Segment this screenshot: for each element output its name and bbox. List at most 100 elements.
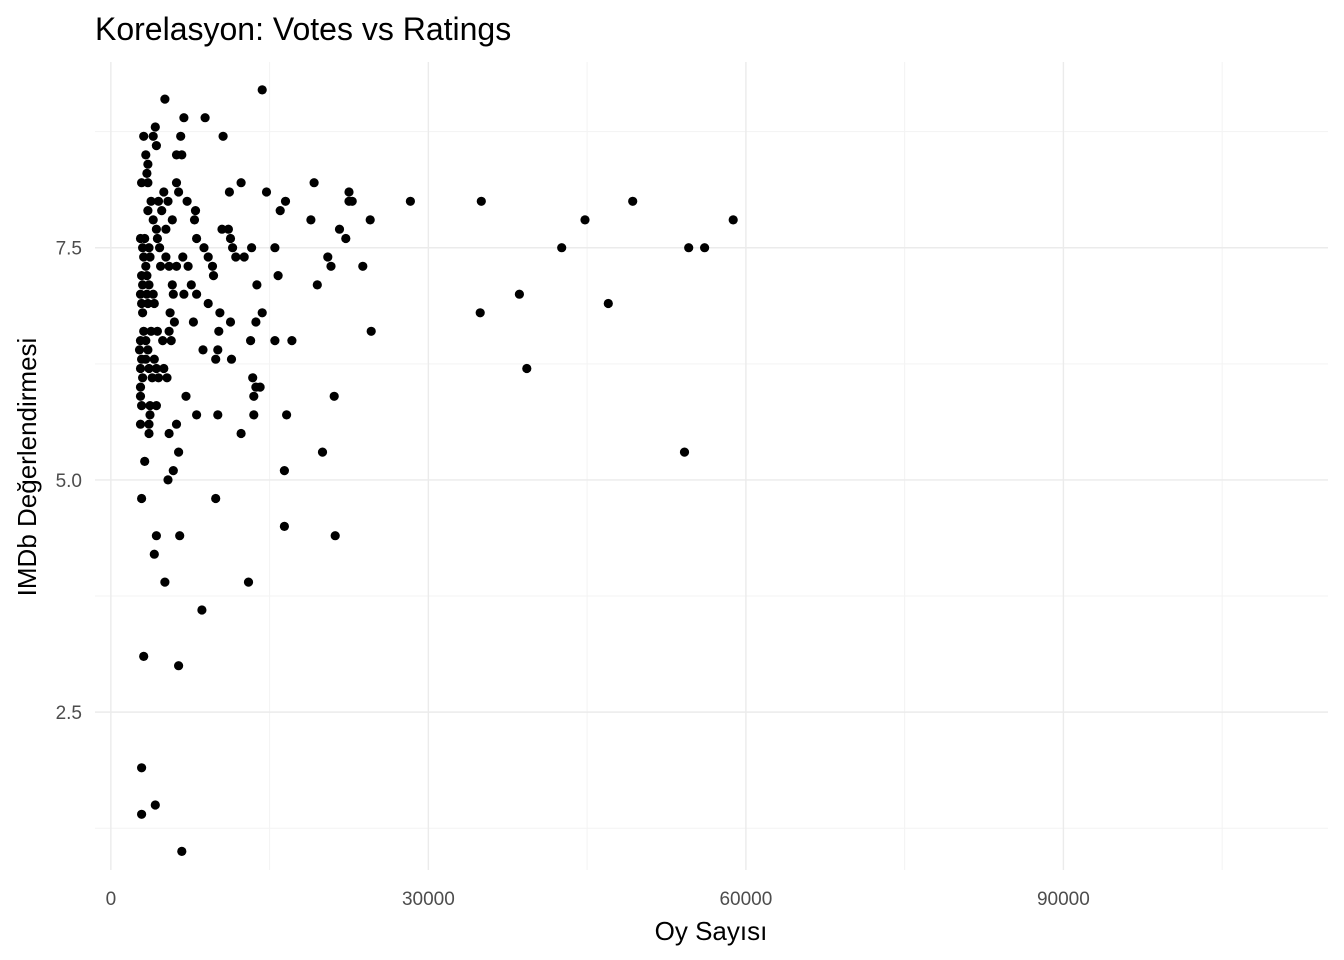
scatter-point: [144, 280, 154, 290]
scatter-point: [317, 447, 328, 457]
scatter-point: [213, 345, 223, 355]
scatter-point: [700, 243, 710, 253]
scatter-point: [261, 187, 272, 197]
scatter-point: [138, 243, 148, 253]
scatter-point: [168, 289, 178, 299]
scatter-point: [603, 298, 613, 309]
scatter-point: [249, 410, 259, 420]
scatter-point: [138, 308, 148, 318]
scatter-point: [144, 363, 154, 374]
scatter-point: [226, 354, 237, 364]
scatter-point: [142, 271, 152, 281]
scatter-point: [179, 289, 189, 299]
scatter-point: [679, 447, 690, 457]
y-tick-label: 7.5: [56, 239, 82, 260]
scatter-point: [178, 252, 188, 262]
scatter-point: [177, 846, 187, 857]
scatter-point: [177, 150, 187, 160]
scatter-point: [684, 243, 694, 253]
scatter-point: [135, 363, 146, 374]
scatter-point: [148, 131, 158, 141]
scatter-point: [139, 326, 149, 336]
scatter-point: [153, 196, 164, 206]
scatter-point: [146, 196, 156, 206]
scatter-point: [175, 531, 185, 541]
scatter-point: [137, 298, 147, 309]
scatter-point: [137, 178, 147, 188]
scatter-point: [344, 187, 354, 197]
scatter-point: [141, 261, 151, 271]
scatter-point: [157, 206, 167, 216]
scatter-point: [270, 243, 280, 253]
scatter-point: [148, 289, 158, 299]
scatter-point: [146, 326, 156, 336]
scatter-point: [145, 401, 155, 411]
scatter-point: [218, 131, 228, 141]
scatter-point: [728, 215, 738, 225]
scatter-point: [228, 243, 238, 253]
scatter-point: [557, 243, 567, 253]
scatter-point: [167, 280, 177, 290]
scatter-point: [151, 401, 161, 411]
scatter-point: [160, 577, 170, 587]
scatter-point: [140, 233, 150, 244]
grid-lines: [95, 62, 1328, 870]
scatter-point: [282, 410, 292, 420]
scatter-point: [152, 233, 162, 244]
scatter-point: [139, 131, 149, 141]
scatter-point: [273, 271, 283, 281]
scatter-point: [188, 317, 198, 327]
scatter-point: [309, 178, 319, 188]
scatter-point: [141, 354, 151, 364]
scatter-point: [270, 336, 280, 346]
scatter-point: [138, 280, 148, 290]
scatter-point: [330, 531, 340, 541]
scatter-point: [142, 168, 152, 178]
scatter-point: [142, 289, 152, 299]
x-tick-label: 0: [106, 889, 117, 910]
chart-title: Korelasyon: Votes vs Ratings: [95, 11, 511, 47]
scatter-point: [203, 298, 213, 309]
scatter-point: [522, 363, 532, 374]
scatter-point: [192, 289, 202, 299]
scatter-point: [181, 391, 191, 401]
scatter-point: [165, 308, 175, 318]
scatter-point: [161, 252, 171, 262]
scatter-point: [246, 336, 256, 346]
scatter-point: [334, 224, 345, 234]
scatter-point: [151, 363, 161, 374]
data-points: [134, 85, 738, 857]
scatter-point: [176, 131, 186, 141]
scatter-point: [247, 243, 257, 253]
scatter-point: [366, 326, 376, 336]
scatter-point: [158, 336, 168, 346]
scatter-point: [207, 261, 218, 271]
scatter-point: [134, 345, 145, 355]
scatter-point: [171, 419, 182, 429]
scatter-point: [214, 326, 224, 336]
scatter-point: [182, 196, 192, 206]
scatter-point: [143, 159, 153, 169]
scatter-point: [255, 382, 265, 392]
scatter-point: [236, 178, 246, 188]
scatter-point: [192, 233, 202, 244]
scatter-point: [251, 317, 261, 327]
scatter-point: [231, 252, 241, 262]
scatter-point: [145, 410, 155, 420]
scatter-point: [163, 196, 173, 206]
x-tick-label: 90000: [1037, 889, 1090, 910]
scatter-point: [306, 215, 316, 225]
scatter-point: [159, 363, 169, 374]
scatter-point: [198, 345, 208, 355]
scatter-point: [164, 326, 174, 336]
scatter-point: [329, 391, 339, 401]
scatter-point: [200, 113, 210, 123]
scatter-point: [151, 141, 161, 151]
scatter-point: [151, 224, 161, 234]
scatter-point: [628, 196, 638, 206]
scatter-point: [145, 252, 155, 262]
scatter-point: [236, 428, 246, 439]
scatter-point: [143, 298, 153, 309]
x-tick-label: 60000: [719, 889, 772, 910]
scatter-point: [405, 196, 415, 206]
